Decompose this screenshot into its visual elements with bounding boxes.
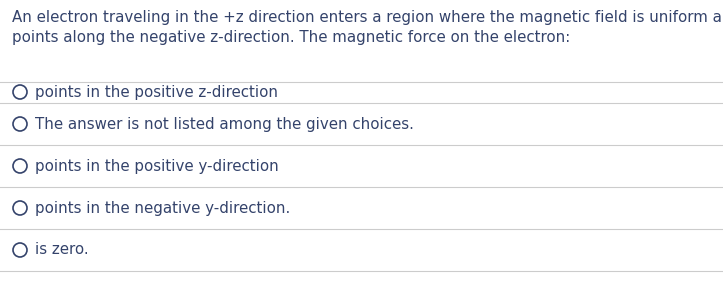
Text: is zero.: is zero. bbox=[35, 242, 89, 258]
Text: points in the positive z-direction: points in the positive z-direction bbox=[35, 84, 278, 100]
Text: points in the negative y-direction.: points in the negative y-direction. bbox=[35, 200, 290, 216]
Text: points along the negative z-direction. The magnetic force on the electron:: points along the negative z-direction. T… bbox=[12, 30, 570, 45]
Text: points in the positive y-direction: points in the positive y-direction bbox=[35, 159, 279, 173]
Text: An electron traveling in the +z direction enters a region where the magnetic fie: An electron traveling in the +z directio… bbox=[12, 10, 723, 25]
Text: The answer is not listed among the given choices.: The answer is not listed among the given… bbox=[35, 116, 414, 132]
